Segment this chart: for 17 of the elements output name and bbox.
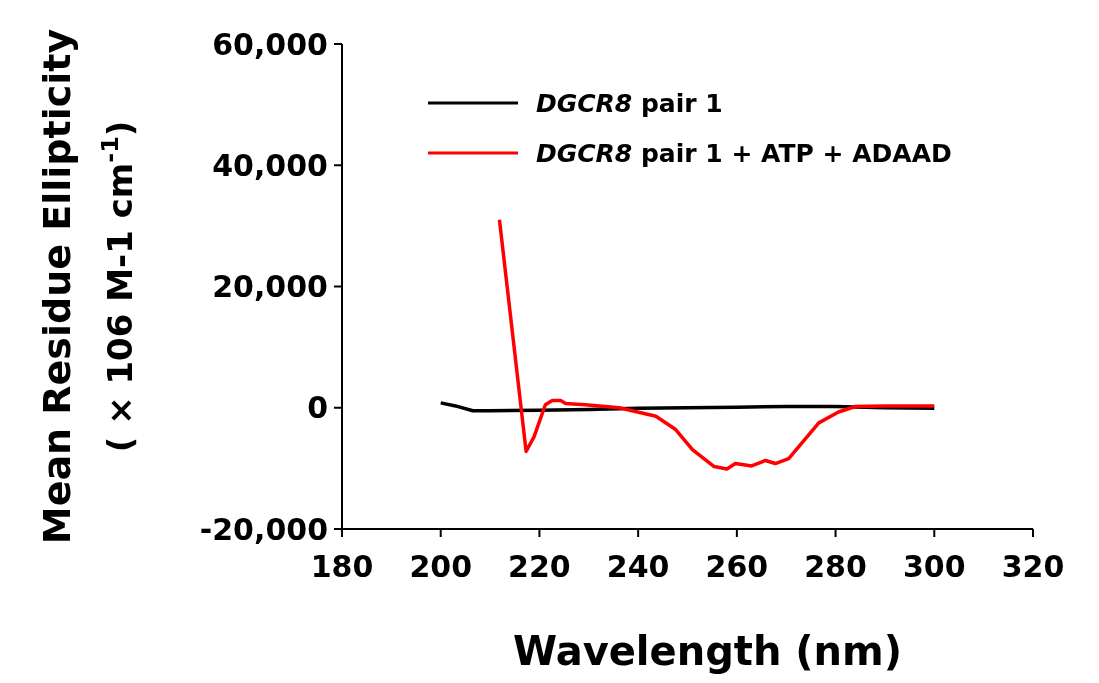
- x-axis-title: Wavelength (nm): [512, 628, 903, 674]
- x-tick-label: 320: [1001, 549, 1065, 584]
- x-tick-label: 240: [606, 549, 670, 584]
- y-tick-label: 60,000: [212, 26, 328, 62]
- legend-label: DGCR8 pair 1 + ATP + ADAAD: [536, 138, 952, 168]
- x-tick-label: 300: [902, 549, 966, 584]
- y-tick-label: 0: [307, 390, 328, 426]
- y-tick-label: 40,000: [212, 147, 328, 183]
- y-tick-label: 20,000: [212, 269, 328, 304]
- x-tick-label: 220: [508, 549, 571, 584]
- y-tick-label: -20,000: [199, 511, 328, 547]
- legend-label: DGCR8 pair 1: [536, 88, 723, 118]
- x-tick-label: 200: [409, 549, 473, 584]
- x-tick-label: 280: [804, 549, 867, 584]
- line-series: [497, 218, 937, 471]
- x-tick-label: 180: [310, 549, 374, 584]
- x-tick-label: 260: [705, 549, 769, 584]
